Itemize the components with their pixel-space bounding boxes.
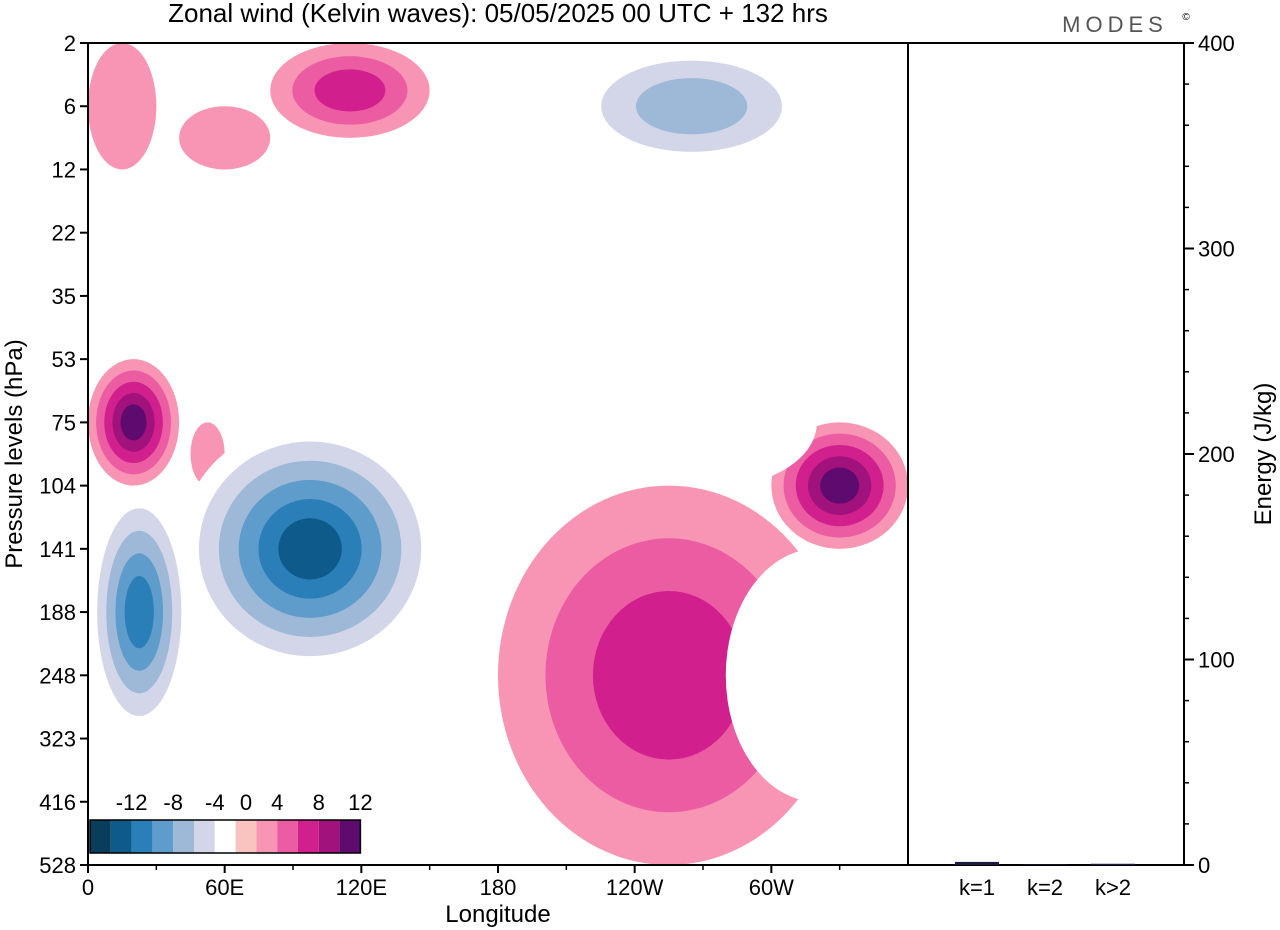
brand-text: MODES: [1062, 12, 1168, 37]
colorbar-frame: [89, 819, 362, 854]
brand-mark: ©: [1182, 12, 1190, 23]
colorbar-cell-9: [277, 820, 298, 853]
colorbar: -12 -8 -4 0 4 8 12: [89, 790, 373, 854]
y-tick-label-3: 22: [52, 221, 76, 246]
modes-logo: MODES ©: [1062, 12, 1190, 37]
x-tick-label-0: 0: [82, 875, 94, 900]
energy-tick-label-3: 300: [1198, 237, 1235, 262]
y-tick-label-13: 528: [39, 853, 76, 878]
chart-title: Zonal wind (Kelvin waves): 05/05/2025 00…: [168, 0, 828, 28]
y-tick-label-1: 6: [64, 94, 76, 119]
energy-categories: k=1 k=2 k>2: [959, 875, 1131, 900]
y-tick-label-7: 104: [39, 474, 76, 499]
x-tick-label-4: 120W: [606, 875, 664, 900]
colorbar-tick-label-6: 12: [348, 790, 372, 815]
energy-category-label-0: k=1: [959, 875, 995, 900]
y-axis-label: Pressure levels (hPa): [1, 339, 28, 568]
energy-category-label-1: k=2: [1027, 875, 1063, 900]
colorbar-cell-1: [110, 820, 132, 853]
colorbar-cell-2: [131, 820, 153, 853]
x-axis-label: Longitude: [445, 901, 550, 928]
energy-plot-frame: [907, 42, 1185, 866]
energy-tick-label-2: 200: [1198, 442, 1235, 467]
colorbar-tick-label-3: 0: [240, 790, 252, 815]
colorbar-cell-8: [256, 820, 278, 853]
wind-feature-5-level-4: [124, 575, 154, 649]
y-tick-label-12: 416: [39, 790, 76, 815]
y-tick-label-10: 248: [39, 663, 76, 688]
y-tick-label-4: 35: [52, 284, 76, 309]
x-tick-label-2: 120E: [336, 875, 387, 900]
colorbar-cell-5: [194, 820, 215, 853]
wind-feature-0-level-0: [88, 43, 157, 170]
x-tick-label-3: 180: [480, 875, 517, 900]
colorbar-tick-label-4: 4: [271, 790, 283, 815]
wind-feature-2-level-2: [314, 69, 386, 112]
wind-feature-6-level-5: [278, 518, 342, 580]
x-axis: 0 60E 120E 180 120W 60W: [82, 865, 841, 900]
colorbar-cell-7: [235, 820, 257, 853]
energy-panel: 0 100 200 300 400 k=1 k=2 k>2 Energy (J/kg): [907, 31, 1277, 900]
energy-tick-label-0: 0: [1198, 853, 1210, 878]
energy-tick-label-1: 100: [1198, 648, 1235, 673]
energy-bars: [955, 861, 1135, 865]
y-tick-label-2: 12: [52, 157, 76, 182]
wind-feature-3-level-4: [120, 404, 147, 441]
energy-axis-label: Energy (J/kg): [1250, 383, 1277, 526]
colorbar-cell-6: [214, 820, 236, 853]
colorbar-cell-4: [173, 820, 194, 853]
wind-feature-9-level-0: [623, 359, 817, 486]
colorbar-tick-label-5: 8: [313, 790, 325, 815]
energy-bar-1: [1023, 864, 1067, 865]
energy-bar-0: [955, 861, 999, 865]
x-tick-label-5: 60W: [749, 875, 794, 900]
colorbar-tick-label-2: -4: [205, 790, 225, 815]
colorbar-cell-10: [298, 820, 319, 853]
wind-contours: [88, 43, 908, 865]
colorbar-cell-0: [90, 820, 111, 853]
wind-feature-1-level-0: [179, 106, 271, 170]
energy-axis: 0 100 200 300 400: [1184, 31, 1235, 878]
colorbar-cell-3: [152, 820, 174, 853]
x-tick-label-1: 60E: [205, 875, 244, 900]
y-axis: 2 6 12 22 35 53 75 104 141 188 248 323 416 528: [39, 31, 88, 878]
y-tick-label-0: 2: [64, 31, 76, 56]
y-tick-label-11: 323: [39, 727, 76, 752]
colorbar-cell-11: [318, 820, 340, 853]
y-tick-label-8: 141: [39, 537, 76, 562]
wind-feature-8-level-4: [820, 467, 860, 504]
wind-feature-10-level-2: [635, 78, 748, 135]
energy-tick-label-4: 400: [1198, 31, 1235, 56]
y-tick-label-9: 188: [39, 600, 76, 625]
wind-feature-7-level-2: [592, 591, 745, 760]
colorbar-tick-label-1: -8: [163, 790, 183, 815]
energy-bar-2: [1091, 863, 1135, 865]
colorbar-tick-label-0: -12: [116, 790, 148, 815]
wind-feature-11-level-0: [725, 548, 908, 802]
energy-category-label-2: k>2: [1095, 875, 1131, 900]
colorbar-cell-12: [339, 820, 361, 853]
y-tick-label-6: 75: [52, 410, 76, 435]
hovmoller-panel: 0 60E 120E 180 120W 60W 2 6 12 22 35 53 75 104 141 188…: [1, 31, 909, 928]
y-tick-label-5: 53: [52, 347, 76, 372]
